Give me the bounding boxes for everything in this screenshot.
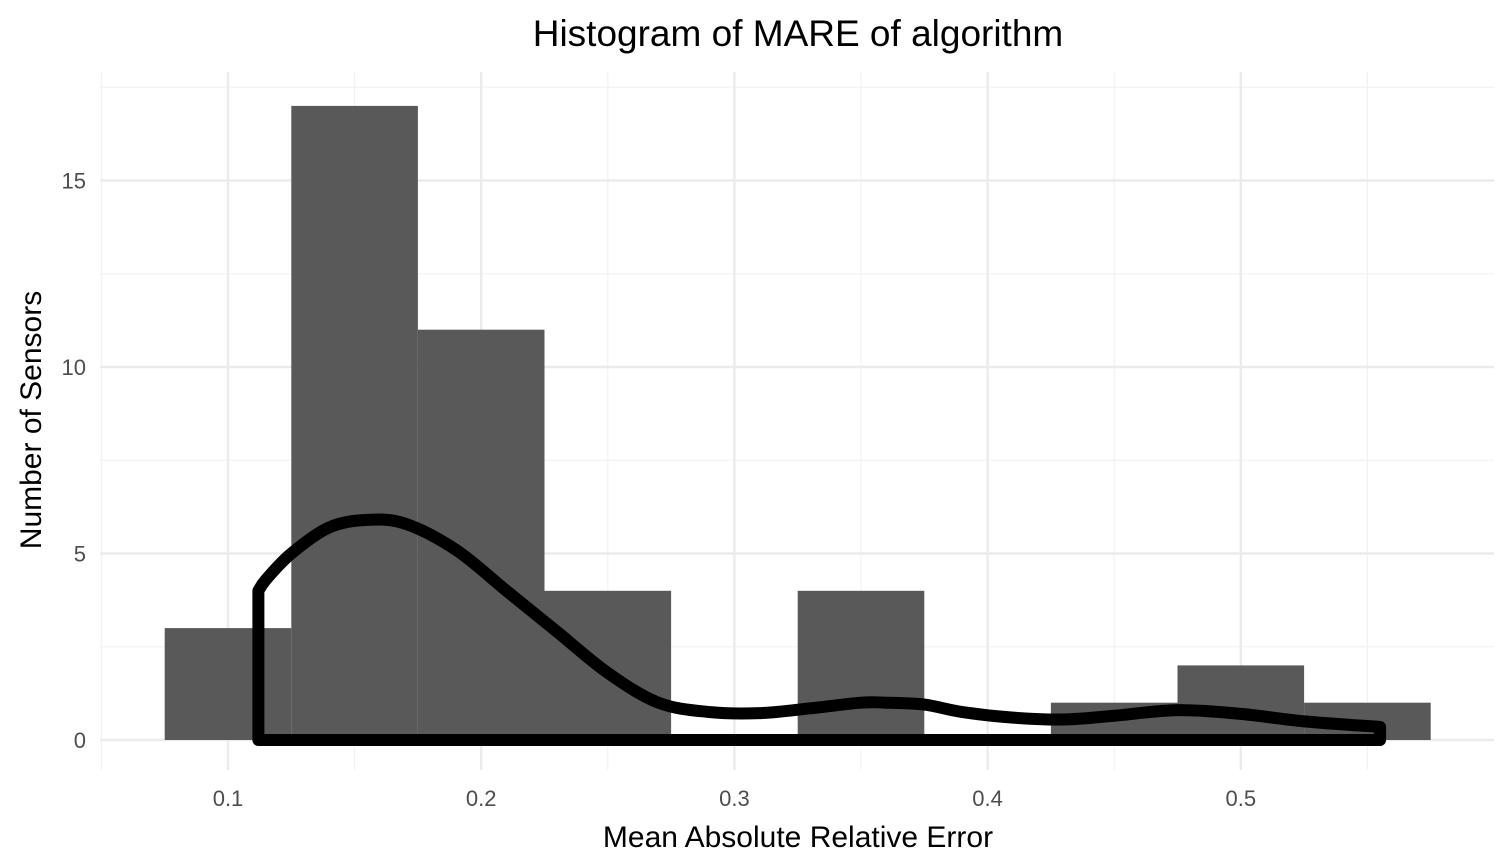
histogram-bar-1 xyxy=(164,628,292,740)
histogram-bar-4 xyxy=(544,590,672,740)
density-curve-layer xyxy=(252,513,1387,746)
x-axis-tick-labels: 0.1 0.2 0.3 0.4 0.5 xyxy=(213,786,1256,811)
x-axis-title: Mean Absolute Relative Error xyxy=(603,821,993,854)
density-curve xyxy=(252,513,1387,746)
histogram-bars xyxy=(164,105,1431,740)
y-tick-label: 0 xyxy=(74,728,86,753)
chart-title: Histogram of MARE of algorithm xyxy=(533,13,1064,54)
y-tick-label: 15 xyxy=(62,169,86,194)
y-axis-tick-labels: 0 5 10 15 xyxy=(62,169,86,754)
histogram-bar-9 xyxy=(1177,665,1305,740)
histogram-bar-2 xyxy=(291,105,418,740)
x-tick-label: 0.3 xyxy=(719,786,750,811)
y-axis-title: Number of Sensors xyxy=(15,291,48,549)
y-tick-label: 5 xyxy=(74,542,86,567)
x-tick-label: 0.4 xyxy=(972,786,1003,811)
y-tick-label: 10 xyxy=(62,355,86,380)
x-tick-label: 0.5 xyxy=(1226,786,1257,811)
x-tick-label: 0.1 xyxy=(213,786,244,811)
x-tick-label: 0.2 xyxy=(466,786,497,811)
histogram-bar-6 xyxy=(797,590,925,740)
